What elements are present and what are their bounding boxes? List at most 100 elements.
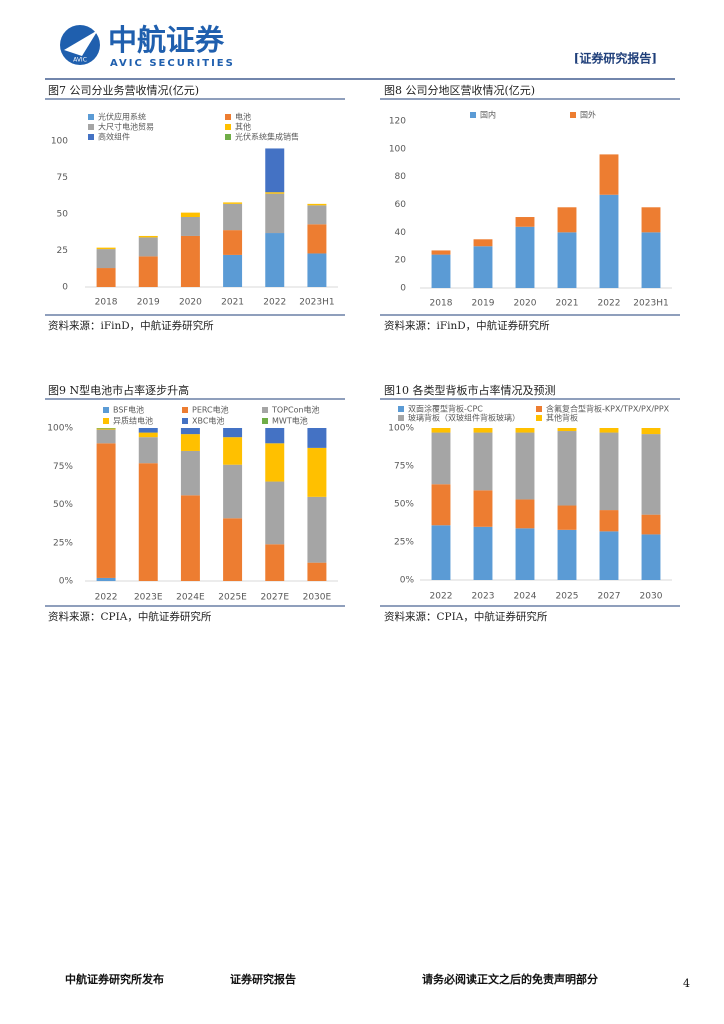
bar-segment	[641, 434, 661, 515]
bar-segment	[473, 246, 493, 288]
legend-label: 异质结电池	[113, 416, 153, 426]
bar-segment	[557, 207, 577, 233]
x-tick-label: 2025	[556, 592, 579, 602]
figure-source: 资料来源：CPIA，中航证券研究所	[384, 610, 548, 623]
legend-label: 国外	[580, 110, 596, 120]
legend-swatch	[182, 407, 188, 413]
legend-swatch	[88, 134, 94, 140]
y-tick-label: 100	[51, 137, 68, 147]
x-tick-label: 2024	[514, 592, 537, 602]
bar-segment	[96, 268, 116, 287]
bar-segment	[307, 428, 327, 448]
logo-text: AVIC	[73, 57, 87, 64]
legend-swatch	[536, 415, 542, 421]
y-tick-label: 50%	[53, 500, 73, 510]
legend-swatch	[103, 407, 109, 413]
figure-title: 图10 各类型背板市占率情况及预测	[384, 383, 556, 397]
x-tick-label: 2022	[430, 592, 453, 602]
bar-segment	[473, 490, 493, 527]
bar-segment	[265, 192, 285, 194]
bar-segment	[265, 544, 285, 581]
bar-segment	[265, 148, 285, 193]
y-tick-label: 75	[57, 173, 68, 183]
bar-segment	[96, 429, 116, 444]
figure-source: 资料来源：iFinD，中航证券研究所	[384, 319, 550, 332]
bar-segment	[96, 443, 116, 578]
legend-label: 高效组件	[98, 132, 130, 142]
footer-publisher: 中航证券研究所发布	[65, 972, 164, 986]
figure-source: 资料来源：CPIA，中航证券研究所	[48, 610, 212, 623]
legend-label: 其他	[235, 122, 251, 132]
bar-segment	[515, 428, 535, 433]
bar-segment	[557, 505, 577, 530]
x-tick-label: 2019	[137, 298, 160, 308]
bar-segment	[180, 217, 200, 236]
footer-disclaimer: 请务必阅读正文之后的免责声明部分	[422, 972, 598, 986]
legend-label: 玻璃背板（双玻组件背板玻璃）	[408, 413, 520, 423]
bar-segment	[307, 253, 327, 287]
bar-segment	[180, 212, 200, 217]
legend-label: 国内	[480, 110, 496, 120]
bar-segment	[431, 250, 451, 255]
x-tick-label: 2022	[598, 299, 621, 309]
bar-segment	[641, 534, 661, 580]
bar-segment	[515, 226, 535, 288]
y-tick-label: 100	[389, 144, 406, 154]
bar-segment	[265, 193, 285, 234]
bar-segment	[473, 428, 493, 433]
x-tick-label: 2020	[179, 298, 202, 308]
legend-swatch	[182, 418, 188, 424]
bar-segment	[180, 428, 200, 435]
bar-segment	[515, 528, 535, 580]
bar-segment	[599, 510, 619, 532]
bar-segment	[641, 232, 661, 288]
y-tick-label: 75%	[53, 462, 73, 472]
y-tick-label: 60	[395, 200, 407, 210]
bar-segment	[431, 525, 451, 580]
legend-label: 含氟复合型背板-KPX/TPX/PX/PPX	[546, 404, 670, 414]
x-tick-label: 2023H1	[299, 298, 334, 308]
legend-swatch	[262, 418, 268, 424]
bar-segment	[641, 428, 661, 435]
legend-swatch	[398, 406, 404, 412]
bar-segment	[138, 235, 158, 238]
bar-segment	[180, 495, 200, 581]
y-tick-label: 50	[57, 210, 69, 220]
legend-label: XBC电池	[192, 416, 224, 426]
bar-segment	[431, 254, 451, 288]
bar-segment	[96, 247, 116, 250]
bar-segment	[599, 154, 619, 195]
bar-segment	[515, 432, 535, 500]
y-tick-label: 80	[395, 172, 407, 182]
bar-segment	[138, 463, 158, 581]
legend-label: TOPCon电池	[271, 405, 320, 415]
footer-doc-type: 证券研究报告	[230, 972, 296, 986]
y-tick-label: 40	[395, 228, 407, 238]
x-tick-label: 2030E	[303, 593, 332, 603]
bar-segment	[515, 217, 535, 227]
legend-swatch	[470, 112, 476, 118]
y-tick-label: 100%	[47, 424, 73, 434]
legend-label: PERC电池	[192, 405, 229, 415]
bar-segment	[138, 237, 158, 257]
x-tick-label: 2021	[556, 299, 579, 309]
x-tick-label: 2027	[598, 592, 621, 602]
bar-segment	[180, 450, 200, 496]
bar-segment	[307, 203, 327, 206]
report-tag: [证券研究报告]	[574, 51, 657, 66]
x-tick-label: 2025E	[218, 593, 247, 603]
bar-segment	[96, 249, 116, 269]
bar-segment	[265, 481, 285, 545]
x-tick-label: 2022	[95, 593, 118, 603]
bar-segment	[265, 428, 285, 444]
bar-segment	[307, 205, 327, 225]
y-tick-label: 50%	[394, 500, 414, 510]
figure-source: 资料来源：iFinD，中航证券研究所	[48, 319, 214, 332]
legend-swatch	[88, 114, 94, 120]
bar-segment	[599, 432, 619, 511]
figure-title: 图7 公司分业务营收情况(亿元)	[48, 83, 199, 97]
y-tick-label: 0%	[59, 577, 74, 587]
bar-segment	[223, 254, 243, 287]
legend-label: 双面涂覆型背板-CPC	[408, 404, 483, 414]
